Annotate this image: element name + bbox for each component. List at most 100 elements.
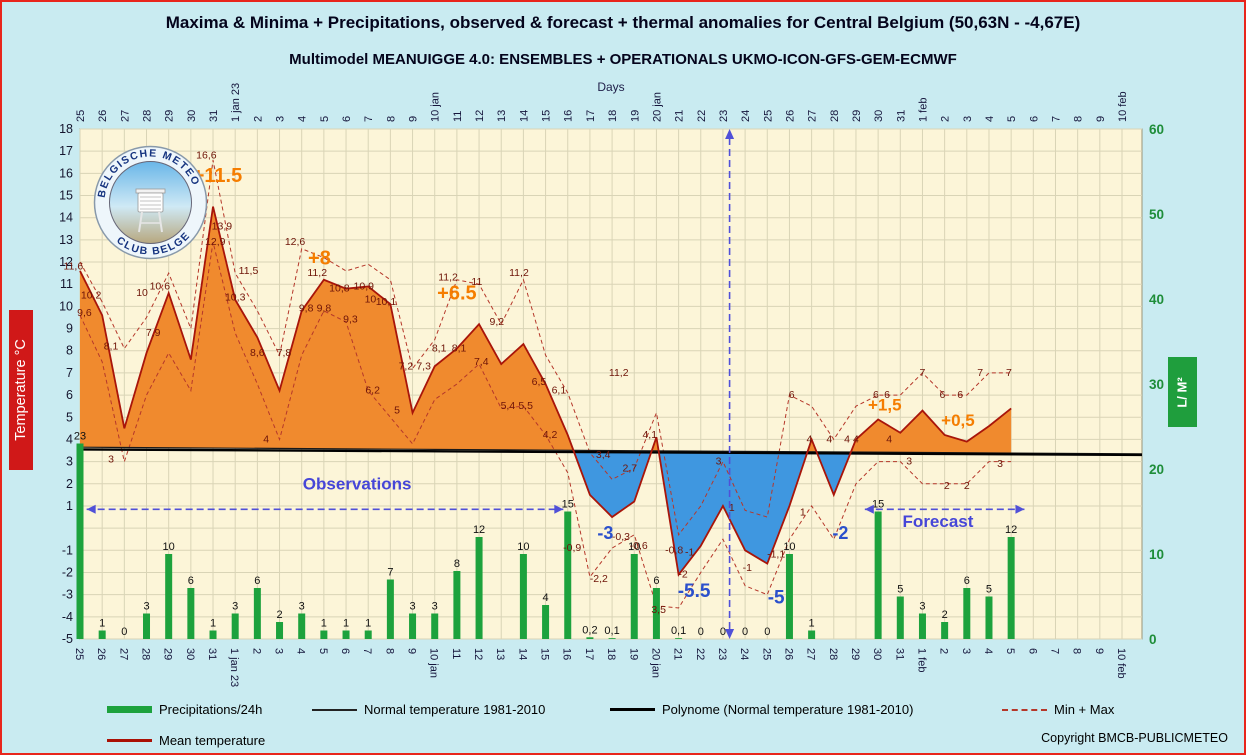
precip-value-label: 2 (276, 609, 282, 621)
precip-value-label: 3 (232, 601, 238, 613)
arrowhead-right (1015, 504, 1025, 514)
temp-value-label: 5 (394, 405, 400, 417)
day-label-top: 4 (297, 116, 309, 122)
precip-value-label: 0 (698, 626, 704, 638)
page-subtitle: Multimodel MEANUIGGE 4.0: ENSEMBLES + OP… (289, 51, 957, 68)
day-label-top: 29 (851, 110, 863, 122)
day-label-bottom: 11 (450, 648, 462, 659)
day-label-bottom: 3 (960, 648, 972, 654)
temp-value-label: 4 (806, 433, 812, 445)
precip-bar (785, 554, 793, 639)
day-label-bottom: 7 (361, 648, 373, 654)
day-label-top: 11 (452, 111, 464, 122)
temp-value-label: 4 (853, 433, 859, 445)
temp-tick-label: 4 (66, 432, 73, 446)
legend-item-normal-temperature: Normal temperature 1981-2010 (312, 702, 545, 717)
day-label-top: 1 jan 23 (230, 83, 242, 122)
day-label-bottom: 28 (827, 648, 839, 660)
temp-value-label: 7,2 (399, 360, 414, 372)
temp-tick-label: 9 (66, 322, 73, 336)
precip-value-label: 0 (764, 626, 770, 638)
temp-value-label: 7,3 (416, 360, 431, 372)
day-label-bottom: 27 (805, 648, 817, 660)
temp-tick-label: 13 (59, 233, 73, 247)
day-label-top: 3 (275, 116, 287, 122)
day-label-bottom: 31 (206, 648, 218, 660)
day-label-bottom: 6 (339, 648, 351, 654)
day-label-top: 1 feb (917, 98, 929, 122)
temp-value-label: 9,3 (343, 314, 358, 326)
precip-bar (652, 588, 660, 639)
day-label-top: 16 (563, 110, 575, 122)
precip-value-label: 1 (343, 618, 349, 630)
normal-temperature-swatch (312, 708, 357, 711)
temp-value-label: 3 (997, 458, 1003, 470)
day-label-top: 7 (1050, 116, 1062, 122)
temp-value-label: 7 (977, 367, 983, 379)
precip-value-label: 6 (653, 575, 659, 587)
day-label-bottom: 18 (605, 648, 617, 660)
temp-value-label: 11,5 (239, 265, 259, 277)
precip-bar (564, 511, 572, 639)
temp-value-label: 6,5 (532, 376, 547, 388)
precip-bar (409, 613, 417, 639)
precip-bar (985, 596, 993, 639)
precip-bar (475, 537, 483, 639)
arrowhead-right (554, 504, 564, 514)
temp-value-label: -1 (743, 562, 752, 574)
legend-label-polynome: Polynome (Normal temperature 1981-2010) (662, 702, 914, 717)
max-temp-line (79, 159, 1012, 536)
temp-value-label: 6 (873, 389, 879, 401)
anomaly-annotation: +0,5 (941, 411, 975, 430)
temp-value-label: 7,9 (146, 327, 161, 339)
day-label-bottom: 19 (627, 648, 639, 660)
anomaly-annotation: -2 (832, 523, 848, 543)
anomaly-annotation: +1,5 (868, 396, 902, 415)
day-label-top: 21 (674, 110, 686, 122)
temp-value-label: 4 (886, 433, 892, 445)
precip-bar (918, 613, 926, 639)
precip-bar (675, 638, 683, 639)
day-label-top: 12 (474, 110, 486, 122)
arrowhead-up (725, 129, 735, 139)
temp-value-label: 12,9 (205, 236, 226, 248)
day-label-bottom: 7 (1048, 648, 1060, 654)
precip-value-label: 4 (543, 592, 549, 604)
day-label-bottom: 1 feb (915, 648, 927, 672)
cold-anomaly-area (80, 447, 1012, 575)
temp-value-label: 5,5 (518, 400, 533, 412)
polynome-swatch (610, 707, 655, 712)
precip-value-label: 7 (387, 567, 393, 579)
temp-value-label: 10,1 (376, 296, 397, 308)
day-label-top: 29 (164, 110, 176, 122)
precip-bar (608, 638, 616, 639)
precip-value-label: 10 (163, 541, 175, 553)
precip-bar (253, 588, 261, 639)
day-label-top: 6 (341, 116, 353, 122)
legend-item-mean-temperature: Mean temperature (107, 733, 265, 748)
precip-value-label: 15 (872, 499, 884, 511)
day-label-top: 8 (1073, 116, 1085, 122)
temp-value-label: 8,1 (432, 343, 447, 355)
day-label-bottom: 26 (782, 648, 794, 660)
temp-tick-label: 11 (60, 277, 73, 291)
precip-bar (1007, 537, 1015, 639)
anomaly-annotation: +8 (308, 247, 331, 269)
day-label-top: 28 (142, 110, 154, 122)
temp-value-label: 9,6 (77, 307, 92, 319)
legend-label-min-max: Min + Max (1054, 702, 1115, 717)
legend-label-mean-temperature: Mean temperature (159, 733, 266, 748)
temp-tick-label: 18 (59, 122, 73, 136)
temp-value-label: -2 (678, 569, 687, 581)
temp-value-label: 4,1 (642, 429, 657, 441)
day-label-top: 26 (97, 110, 109, 122)
temperature-axis-label: Temperature °C (13, 339, 30, 441)
day-label-bottom: 2 (938, 648, 950, 654)
day-label-bottom: 14 (516, 648, 528, 660)
precip-bar (586, 637, 594, 639)
temp-tick-label: -4 (62, 610, 73, 624)
temp-value-label: -0,6 (630, 540, 648, 552)
temp-tick-label: 12 (59, 255, 73, 269)
day-label-bottom: 9 (406, 648, 418, 654)
day-label-top: 5 (319, 116, 331, 122)
